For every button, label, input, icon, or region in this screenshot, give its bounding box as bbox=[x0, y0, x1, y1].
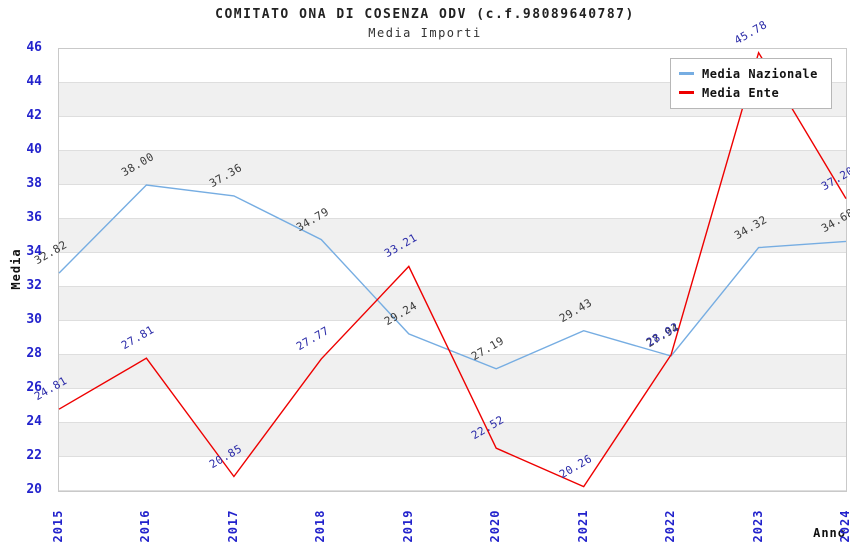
x-tick-label: 2023 bbox=[750, 509, 765, 543]
y-tick-label: 28 bbox=[26, 346, 42, 361]
series-line-media-nazionale bbox=[58, 184, 847, 370]
y-tick-label: 42 bbox=[26, 108, 42, 123]
y-tick-label: 46 bbox=[26, 40, 42, 55]
x-tick-label: 2017 bbox=[225, 509, 240, 543]
y-tick-label: 40 bbox=[26, 142, 42, 157]
legend-line-swatch-icon bbox=[679, 91, 694, 94]
y-tick-label: 36 bbox=[26, 210, 42, 225]
plot-area: 32.82 38.00 37.36 34.79 29.24 27.19 29.43 27.94… bbox=[32, 18, 850, 492]
legend-line-swatch-icon bbox=[679, 72, 694, 75]
x-tick-label: 2019 bbox=[400, 509, 415, 543]
x-axis-title: Anno bbox=[813, 526, 846, 540]
x-tick-label: 2020 bbox=[488, 509, 503, 543]
legend-label: Media Ente bbox=[702, 85, 780, 100]
y-tick-label: 38 bbox=[26, 176, 42, 191]
legend-item: Media Nazionale bbox=[679, 64, 823, 83]
y-tick-label: 26 bbox=[26, 380, 42, 395]
y-tick-label: 44 bbox=[26, 74, 42, 89]
x-tick-label: 2021 bbox=[575, 509, 590, 543]
y-tick-label: 22 bbox=[26, 448, 42, 463]
y-tick-label: 30 bbox=[26, 312, 42, 327]
x-tick-label: 2018 bbox=[313, 509, 328, 543]
x-tick-label: 2015 bbox=[51, 509, 65, 543]
series-line-media-ente bbox=[58, 50, 847, 488]
chart-subtitle: Media Importi bbox=[368, 26, 482, 40]
legend-item: Media Ente bbox=[679, 83, 823, 102]
chart-title: COMITATO ONA DI COSENZA ODV (c.f.9808964… bbox=[215, 7, 635, 22]
x-tick-label: 2016 bbox=[138, 509, 153, 543]
legend-label: Media Nazionale bbox=[702, 66, 818, 81]
y-tick-label: 32 bbox=[26, 278, 42, 293]
y-tick-label: 20 bbox=[26, 482, 42, 497]
x-tick-label: 2022 bbox=[663, 509, 678, 543]
legend-box: Media Nazionale Media Ente bbox=[670, 58, 832, 109]
y-tick-label: 24 bbox=[26, 414, 42, 429]
x-tick-label: 2024 bbox=[838, 509, 850, 543]
line-chart-svg bbox=[58, 50, 847, 488]
y-tick-label: 34 bbox=[26, 244, 42, 259]
